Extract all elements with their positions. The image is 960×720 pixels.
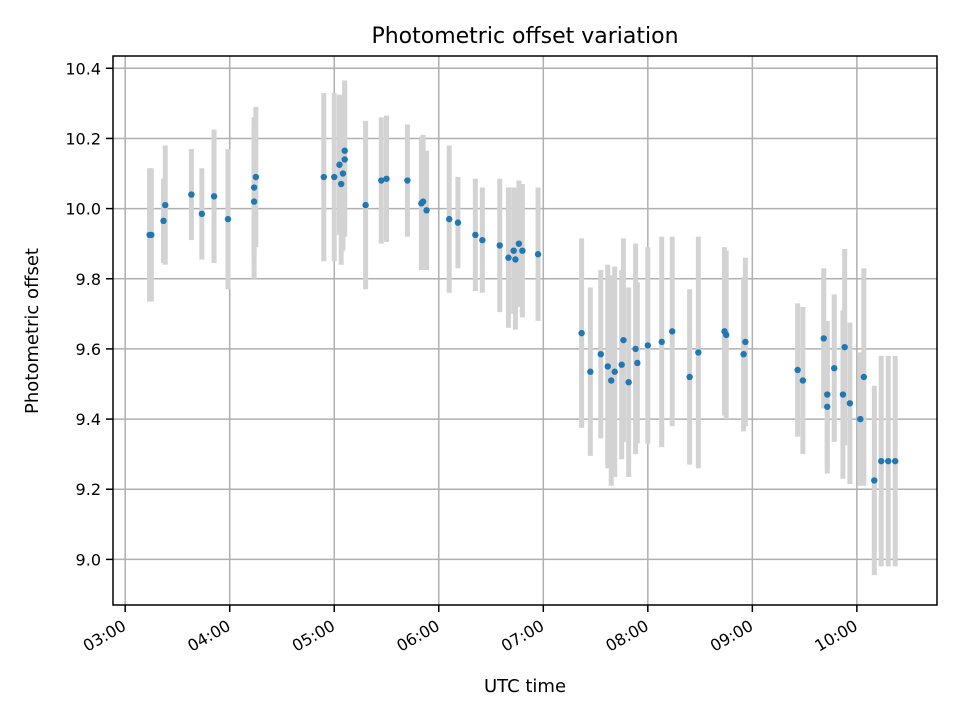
data-point bbox=[404, 177, 411, 184]
data-point bbox=[824, 403, 831, 410]
data-point bbox=[320, 173, 327, 181]
data-point bbox=[723, 331, 730, 339]
data-point bbox=[162, 201, 169, 209]
y-tick-label: 10.0 bbox=[65, 200, 101, 219]
chart-title: Photometric offset variation bbox=[371, 24, 678, 49]
data-point bbox=[587, 368, 594, 375]
data-point bbox=[841, 343, 848, 351]
x-tick-label: 10:00 bbox=[811, 616, 860, 656]
data-point bbox=[857, 415, 864, 423]
data-point bbox=[362, 201, 369, 209]
data-point bbox=[578, 329, 585, 337]
data-point bbox=[608, 377, 615, 384]
data-points bbox=[146, 147, 899, 484]
y-tick-label: 9.8 bbox=[76, 270, 101, 289]
data-point bbox=[611, 368, 618, 375]
data-point bbox=[669, 328, 676, 335]
data-point bbox=[534, 251, 542, 258]
data-point bbox=[419, 198, 427, 205]
data-point bbox=[846, 400, 854, 407]
data-point bbox=[831, 365, 838, 372]
data-point bbox=[338, 180, 345, 188]
data-point bbox=[644, 342, 652, 349]
data-point bbox=[210, 193, 218, 200]
data-point bbox=[496, 242, 503, 249]
data-point bbox=[519, 247, 526, 254]
data-point bbox=[794, 366, 801, 374]
x-tick-label: 03:00 bbox=[80, 616, 129, 656]
data-point bbox=[618, 361, 625, 368]
gridlines bbox=[113, 56, 937, 605]
data-point bbox=[871, 477, 878, 484]
data-point bbox=[446, 215, 453, 223]
data-point bbox=[454, 219, 462, 226]
data-point bbox=[824, 391, 831, 398]
data-point bbox=[160, 217, 167, 225]
plot-area-frame bbox=[112, 55, 938, 606]
data-point bbox=[479, 236, 486, 244]
y-tick-label: 9.0 bbox=[76, 550, 101, 569]
y-tick-label: 9.4 bbox=[76, 410, 101, 429]
x-axis-ticks: 03:00 04:00 05:00 06:00 07:00 08:00 09:00 10:00 bbox=[80, 605, 861, 656]
data-point bbox=[224, 215, 232, 223]
data-point bbox=[625, 379, 632, 386]
x-tick-label: 05:00 bbox=[289, 616, 338, 656]
data-point bbox=[891, 457, 899, 465]
y-axis-ticks: 9.0 9.2 9.4 9.6 9.8 10.0 10.2 10.4 bbox=[65, 59, 113, 569]
data-point bbox=[820, 335, 827, 342]
y-tick-label: 9.2 bbox=[76, 480, 101, 499]
x-tick-label: 04:00 bbox=[184, 616, 233, 656]
data-point bbox=[378, 177, 385, 184]
data-point bbox=[188, 191, 195, 198]
data-point bbox=[148, 231, 155, 239]
data-point bbox=[620, 336, 627, 344]
data-point bbox=[885, 457, 892, 465]
data-point bbox=[510, 247, 517, 254]
data-point bbox=[512, 256, 519, 263]
data-point bbox=[878, 457, 885, 465]
data-point bbox=[686, 373, 693, 381]
x-tick-label: 09:00 bbox=[707, 616, 756, 656]
x-axis-label: UTC time bbox=[484, 676, 566, 697]
data-point bbox=[740, 350, 747, 358]
data-point bbox=[742, 338, 749, 346]
data-point bbox=[383, 175, 390, 182]
y-axis-label: Photometric offset bbox=[22, 248, 43, 414]
data-point bbox=[423, 207, 430, 214]
data-point bbox=[632, 345, 639, 353]
y-tick-label: 9.6 bbox=[76, 340, 101, 359]
data-point bbox=[331, 173, 338, 181]
y-tick-label: 10.4 bbox=[65, 59, 101, 78]
data-point bbox=[695, 349, 702, 356]
data-point bbox=[250, 198, 258, 205]
x-tick-label: 08:00 bbox=[602, 616, 651, 656]
data-point bbox=[860, 373, 868, 381]
data-point bbox=[597, 350, 604, 358]
data-point bbox=[515, 240, 523, 247]
data-point bbox=[634, 359, 641, 367]
data-point bbox=[252, 173, 260, 181]
data-point bbox=[341, 156, 348, 163]
x-tick-label: 07:00 bbox=[498, 616, 547, 656]
x-tick-label: 06:00 bbox=[393, 616, 442, 656]
data-point bbox=[799, 377, 807, 384]
data-point bbox=[341, 147, 348, 154]
y-tick-label: 10.2 bbox=[65, 129, 101, 148]
error-bars bbox=[147, 80, 898, 576]
data-point bbox=[472, 231, 479, 239]
data-point bbox=[839, 391, 847, 398]
data-point bbox=[505, 254, 512, 261]
data-point bbox=[250, 184, 258, 191]
data-point bbox=[336, 161, 343, 168]
data-point bbox=[658, 338, 665, 346]
data-point bbox=[604, 363, 611, 370]
data-point bbox=[339, 170, 347, 177]
data-point bbox=[198, 210, 206, 218]
